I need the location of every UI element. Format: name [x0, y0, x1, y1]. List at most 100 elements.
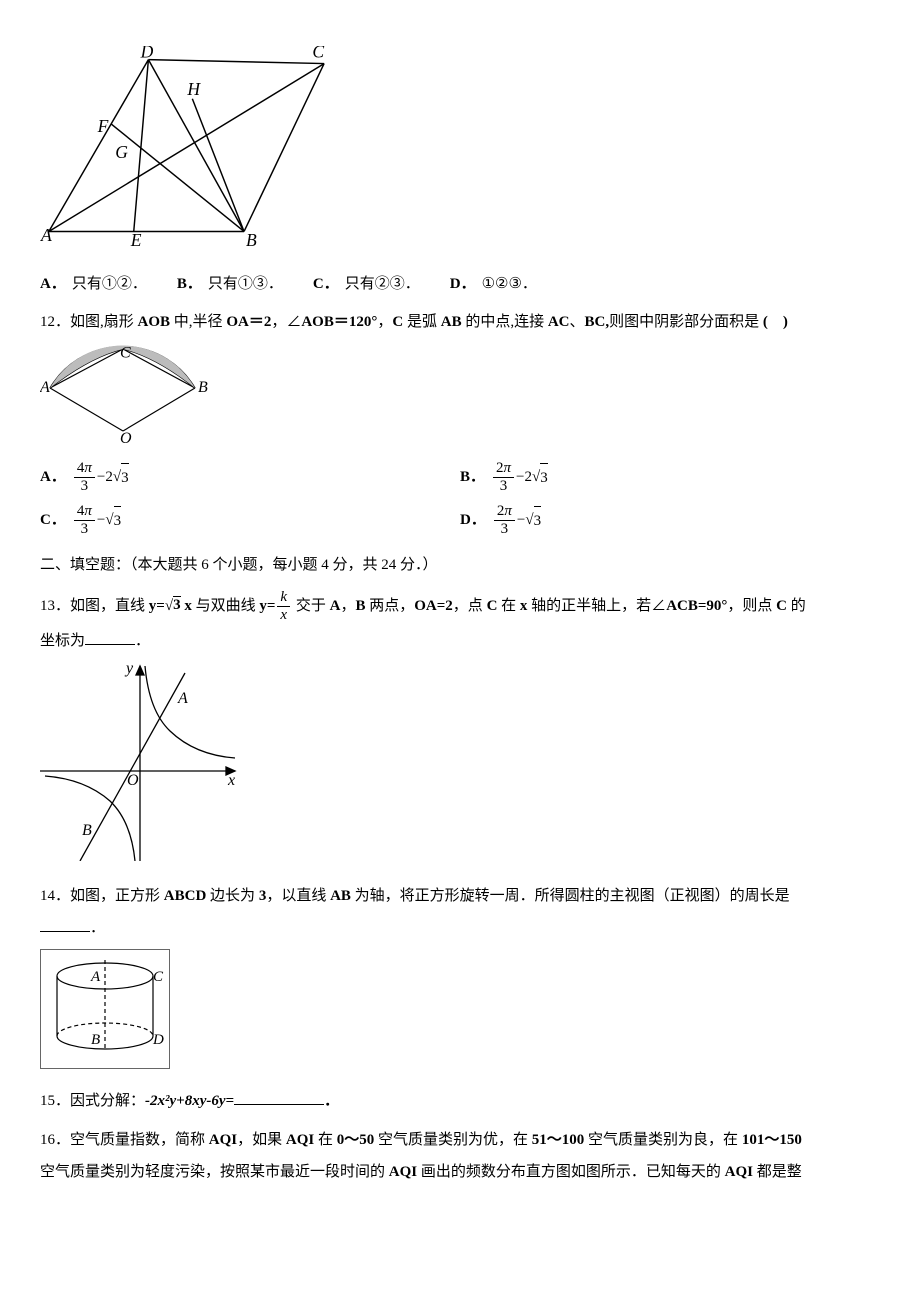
- q12-t1: 如图,扇形: [70, 314, 138, 330]
- q16-l2a: 空气质量类别为轻度污染，按照某市最近一段时间的: [40, 1164, 389, 1180]
- svg-text:C: C: [120, 344, 131, 361]
- q14-t2: 边长为: [206, 888, 259, 904]
- svg-text:A: A: [40, 379, 50, 396]
- q14-abcd: ABCD: [164, 888, 207, 904]
- section2-head: 二、填空题：（本大题共 6 个小题，每小题 4 分，共 24 分．）: [40, 551, 880, 580]
- q14-ab: AB: [330, 888, 351, 904]
- q16-t2: ，如果: [237, 1132, 286, 1148]
- q12-choice-d[interactable]: D． 2π 3 − √3: [460, 504, 850, 537]
- sqrt-icon: √: [532, 463, 540, 492]
- choice-letter: D．: [450, 270, 476, 299]
- choice-letter: D．: [460, 506, 486, 535]
- svg-text:F: F: [97, 116, 109, 136]
- svg-text:A: A: [177, 690, 188, 707]
- sqrt-icon: √: [105, 506, 113, 535]
- svg-text:O: O: [120, 430, 132, 443]
- svg-text:G: G: [115, 142, 128, 162]
- q12-paren: ( ): [763, 314, 788, 330]
- q13-yeq2: y=: [259, 597, 275, 613]
- q13-comma: ，: [340, 597, 355, 613]
- q12-bc: BC,: [585, 314, 610, 330]
- q16-t4: 空气质量类别为优，在: [374, 1132, 532, 1148]
- q11-choice-c[interactable]: C． 只有②③．: [313, 270, 420, 299]
- q13-line2: 坐标为．: [40, 627, 880, 656]
- q16-r2: 51～100: [532, 1132, 585, 1148]
- q16-r1: 0～50: [337, 1132, 375, 1148]
- sqrt-icon: √: [113, 463, 121, 492]
- svg-text:B: B: [82, 822, 92, 839]
- q12-a-coef: 2: [105, 463, 113, 492]
- q12-d-rad: 3: [534, 506, 542, 536]
- q13-figure: O x y A B: [40, 661, 880, 872]
- svg-text:A: A: [90, 969, 101, 985]
- q13-yeq: y=: [149, 597, 165, 613]
- q15-expr: -2x²y+8xy-6y=: [145, 1093, 234, 1109]
- q13-C: C: [487, 597, 498, 613]
- choice-letter: A．: [40, 463, 66, 492]
- q12-choice-c[interactable]: C． 4π 3 − √3: [40, 504, 430, 537]
- q12-ab: AB: [441, 314, 462, 330]
- q14-period: ．: [90, 920, 105, 936]
- q13-number: 13．: [40, 597, 70, 613]
- q12-choice-a[interactable]: A． 4π 3 − 2 √3: [40, 461, 430, 494]
- choice-letter: C．: [313, 270, 339, 299]
- q16-number: 16．: [40, 1132, 70, 1148]
- q13-x: x: [181, 597, 192, 613]
- q11-svg: A E B D C F G H: [40, 46, 330, 251]
- q14-t3: ，以直线: [266, 888, 330, 904]
- blank-field[interactable]: [40, 916, 90, 932]
- q14-stem: 14．如图，正方形 ABCD 边长为 3，以直线 AB 为轴，将正方形旋转一周．…: [40, 882, 880, 911]
- q16-aqi: AQI: [209, 1132, 237, 1148]
- q13-B: B: [355, 597, 365, 613]
- q12-d-frac: 2π 3: [494, 504, 515, 537]
- q13-xden: x: [277, 607, 290, 623]
- q13-t7: 轴的正半轴上，若∠: [527, 597, 666, 613]
- q12-b-rad: 3: [540, 463, 548, 493]
- choice-body: ①②③．: [482, 270, 537, 299]
- q12-c: C: [392, 314, 403, 330]
- choice-letter: B．: [177, 270, 202, 299]
- q16-aqi2: AQI: [286, 1132, 314, 1148]
- q12-svg: A B O C: [40, 343, 215, 443]
- q13-t5: ，点: [453, 597, 487, 613]
- q12-t2: 中,半径: [170, 314, 226, 330]
- q13-t2: 与双曲线: [192, 597, 260, 613]
- q13-k: k: [277, 590, 290, 607]
- q12-b-num: 2: [496, 460, 504, 476]
- q13-oa: OA=2: [414, 597, 453, 613]
- q13-period: ．: [135, 633, 150, 649]
- sqrt-icon: √: [165, 597, 173, 613]
- minus: −: [97, 463, 105, 492]
- blank-field[interactable]: [234, 1089, 324, 1105]
- q16-t5: 空气质量类别为良，在: [584, 1132, 742, 1148]
- q16-aqi3: AQI: [389, 1164, 417, 1180]
- q11-choice-a[interactable]: A． 只有①②．: [40, 270, 147, 299]
- q14-figure: A B C D: [40, 949, 170, 1070]
- q12-c-rad: 3: [114, 506, 122, 536]
- svg-text:x: x: [227, 772, 235, 789]
- q12-t5: 的中点,连接: [462, 314, 548, 330]
- q12-choices: A． 4π 3 − 2 √3 B． 2π 3 − 2 √3 C． 4π 3 − …: [40, 461, 880, 537]
- q12-sep: 、: [570, 314, 585, 330]
- q16-t1: 空气质量指数，简称: [70, 1132, 209, 1148]
- q15-period: ．: [324, 1093, 339, 1109]
- q13-svg: O x y A B: [40, 661, 240, 861]
- q12-stem: 12．如图,扇形 AOB 中,半径 OA＝2，∠AOB＝120°，C 是弧 AB…: [40, 308, 880, 337]
- choice-letter: C．: [40, 506, 66, 535]
- q12-choice-b[interactable]: B． 2π 3 − 2 √3: [460, 461, 850, 494]
- q13-s3: 3: [173, 596, 181, 613]
- q11-choice-b[interactable]: B． 只有①③．: [177, 270, 283, 299]
- q13-A: A: [330, 597, 341, 613]
- q12-b-frac: 2π 3: [493, 461, 514, 494]
- blank-field[interactable]: [85, 629, 135, 645]
- q12-c-frac: 4π 3: [74, 504, 95, 537]
- q12-a-frac: 4π 3: [74, 461, 95, 494]
- q11-choice-d[interactable]: D． ①②③．: [450, 270, 537, 299]
- q11-figure: A E B D C F G H: [40, 46, 880, 262]
- q12-oa: OA＝2: [226, 314, 271, 330]
- q12-t3: ，∠: [271, 314, 301, 330]
- q13-t3: 交于: [292, 597, 330, 613]
- choice-letter: B．: [460, 463, 485, 492]
- q13-t1: 如图，直线: [70, 597, 149, 613]
- minus: −: [517, 506, 525, 535]
